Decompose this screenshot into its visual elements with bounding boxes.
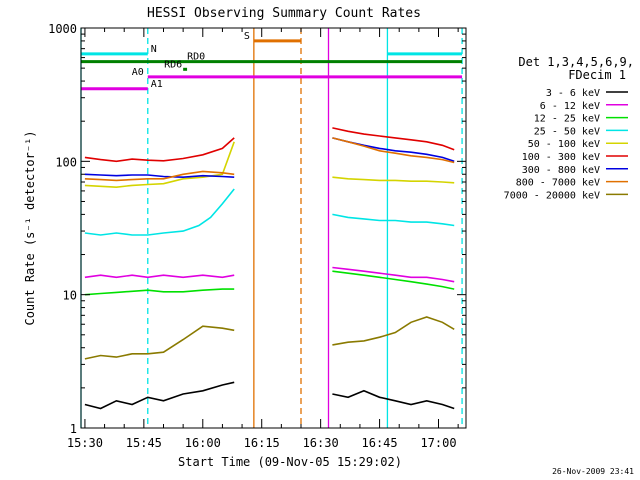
series-line-50-100-kev-1 [332, 176, 455, 184]
legend-label-100-300-kev: 100 - 300 keV [522, 152, 600, 163]
y-tick-label-100: 100 [55, 155, 77, 169]
flag-label-rd6: RD6 [164, 59, 182, 70]
x-tick-label-17-00: 17:00 [420, 436, 456, 450]
x-tick-label-15-45: 15:45 [126, 436, 162, 450]
timestamp: 26-Nov-2009 23:41 [552, 467, 634, 476]
series-line-12-25-kev-0 [84, 288, 235, 296]
detector-label: Det 1,3,4,5,6,9, [518, 55, 634, 69]
y-tick-label-1000: 1000 [48, 22, 77, 36]
flag-label-s: S [244, 31, 250, 42]
series-line-3-6-kev-0 [84, 381, 235, 410]
series-line-800-7000-kev-1 [332, 137, 455, 164]
series-line-6-12-kev-1 [332, 266, 455, 283]
series-line-3-6-kev-1 [332, 389, 455, 410]
series-line-12-25-kev-1 [332, 270, 455, 290]
legend-label-50-100-kev: 50 - 100 keV [528, 139, 600, 150]
series-line-25-50-kev-0 [84, 188, 235, 236]
legend-label-12-25-kev: 12 - 25 keV [534, 114, 600, 125]
flag-label-rd0: RD0 [187, 52, 205, 63]
x-axis-label: Start Time (09-Nov-05 15:29:02) [178, 455, 402, 469]
x-tick-label-16-45: 16:45 [362, 436, 398, 450]
legend-label-300-800-kev: 300 - 800 keV [522, 165, 600, 176]
y-tick-label-1: 1 [70, 422, 77, 436]
series-line-6-12-kev-0 [84, 274, 235, 279]
series-line-7000-20000-kev-1 [332, 316, 455, 346]
series-line-100-300-kev-1 [332, 127, 455, 151]
legend-label-25-50-kev: 25 - 50 keV [534, 126, 600, 137]
plot-frame [80, 27, 467, 429]
series-line-25-50-kev-1 [332, 213, 455, 227]
series-line-7000-20000-kev-0 [84, 325, 235, 360]
x-tick-label-16-15: 16:15 [244, 436, 280, 450]
plot-content: N RD0 RD6 A0 A1 S [80, 28, 463, 428]
x-tick-label-16-00: 16:00 [185, 436, 221, 450]
x-tick-label-15-30: 15:30 [67, 436, 103, 450]
decim-label: FDecim 1 [568, 68, 626, 82]
x-tick-label-16-30: 16:30 [303, 436, 339, 450]
axis-ticks: 15:30 15:45 16:00 16:15 16:30 16:45 17:00 1 10 10… [48, 22, 466, 450]
legend-label-7000-20000-kev: 7000 - 20000 keV [504, 190, 600, 201]
y-tick-label-10: 10 [63, 289, 77, 303]
chart-title: HESSI Observing Summary Count Rates [147, 6, 421, 21]
legend-label-3-6-kev: 3 - 6 keV [546, 88, 600, 99]
series-line-800-7000-kev-0 [84, 170, 235, 182]
flag-label-a0: A0 [132, 67, 144, 78]
flag-label-n: N [151, 44, 157, 55]
legend-label-6-12-kev: 6 - 12 keV [540, 101, 600, 112]
flag-label-a1: A1 [151, 79, 163, 90]
y-axis-label: Count Rate (s⁻¹ detector⁻¹) [23, 130, 37, 325]
series-line-300-800-kev-0 [84, 173, 235, 179]
series-line-100-300-kev-0 [84, 137, 235, 163]
legend-label-800-7000-kev: 800 - 7000 keV [516, 178, 600, 189]
